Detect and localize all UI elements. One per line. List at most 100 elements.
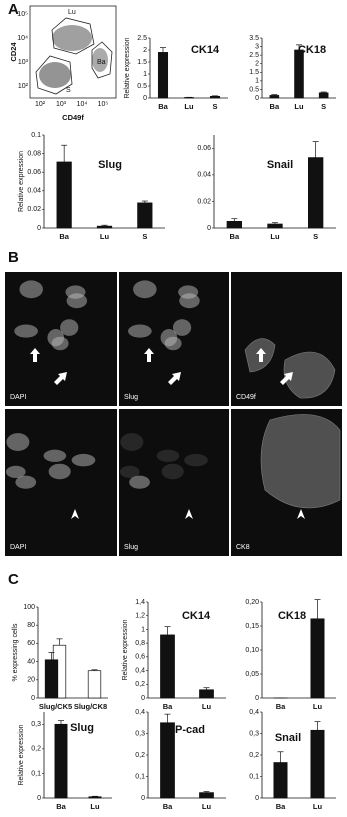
y-tick-label: 0: [37, 225, 41, 232]
y-tick-label: 0,3: [135, 730, 145, 737]
chart-title: Slug: [98, 159, 122, 171]
nucleus: [15, 475, 37, 489]
chart-title: CK18: [278, 610, 306, 622]
stain: [283, 351, 336, 399]
bar: [199, 689, 214, 699]
error-bar: [272, 222, 278, 225]
flow-y-tick: 10²: [18, 83, 29, 90]
error-bar: [48, 652, 55, 660]
error-bar: [101, 224, 108, 227]
flow-y-tick: 10³: [18, 59, 29, 66]
nucleus: [172, 319, 192, 336]
arrow: [256, 348, 266, 362]
y-tick-label: 0,6: [135, 654, 145, 661]
y-tick-label: 0,05: [245, 671, 259, 678]
panel-label: C: [8, 571, 19, 588]
x-tick-label: S: [313, 232, 318, 241]
error-bar: [271, 94, 278, 96]
flow-xlabel: CD49f: [62, 113, 84, 122]
gate-label: Lu: [68, 9, 76, 16]
bar: [269, 95, 280, 99]
nucleus: [48, 463, 71, 480]
x-tick-label: Lu: [202, 702, 212, 711]
bar: [96, 225, 113, 229]
x-tick-label: S: [321, 102, 326, 111]
y-axis-label: Relative expression: [18, 151, 25, 212]
flow-x-tick: 10⁴: [77, 101, 88, 108]
micrograph-label: Slug: [124, 394, 138, 401]
arrow: [168, 372, 181, 385]
error-bar: [314, 599, 321, 619]
nucleus: [161, 463, 184, 480]
x-tick-label: Lu: [90, 802, 100, 811]
y-tick-label: 0: [37, 795, 41, 802]
bar: [88, 796, 102, 799]
bar: [273, 762, 288, 799]
flow-y-tick: 10⁵: [17, 11, 28, 18]
gate-label: Ba: [97, 59, 106, 66]
y-tick-label: 0,4: [135, 709, 145, 716]
x-tick-label: Ba: [276, 802, 286, 811]
y-tick-label: 0,2: [249, 752, 259, 759]
bar: [87, 670, 102, 699]
y-tick-label: 0.5: [137, 83, 147, 90]
x-tick-label: S: [212, 102, 217, 111]
y-tick-label: 0: [207, 225, 211, 232]
y-axis-label: Relative expression: [124, 37, 131, 98]
panel-label: B: [8, 249, 19, 266]
arrow: [54, 372, 67, 385]
bar: [199, 792, 214, 799]
x-tick-label: Lu: [313, 802, 323, 811]
error-bar: [160, 47, 166, 53]
nucleus: [60, 319, 79, 336]
y-tick-label: 0,8: [135, 640, 145, 647]
y-tick-label: 0: [255, 795, 259, 802]
x-tick-label: Lu: [100, 232, 110, 241]
flow-x-tick: 10⁵: [98, 101, 109, 108]
nucleus: [6, 433, 30, 451]
bar: [160, 722, 175, 799]
y-tick-label: 3: [255, 43, 259, 50]
gate-label: S: [66, 87, 71, 94]
y-tick-label: 2: [255, 61, 259, 68]
x-tick-label: Lu: [270, 232, 280, 241]
bar: [307, 157, 324, 229]
chart-title: P-cad: [175, 724, 205, 736]
arrow: [280, 372, 293, 385]
flow-cluster: [92, 48, 108, 72]
x-tick-label: Slug/CK8: [74, 702, 107, 711]
error-bar: [56, 638, 63, 646]
nucleus: [71, 453, 96, 467]
y-tick-label: 0.02: [197, 198, 211, 205]
micrograph-label: DAPI: [10, 394, 26, 401]
y-tick-label: 3.5: [249, 35, 259, 42]
x-tick-label: Lu: [202, 802, 212, 811]
gate: [91, 41, 113, 79]
error-bar: [277, 751, 284, 763]
bar: [310, 618, 325, 699]
error-bar: [164, 713, 171, 723]
error-bar: [91, 669, 98, 671]
y-tick-label: 0: [31, 695, 35, 702]
y-tick-label: 0,3: [249, 730, 259, 737]
stain: [260, 414, 341, 509]
error-bar: [231, 218, 238, 222]
y-tick-label: 0: [255, 95, 259, 102]
nucleus: [160, 329, 178, 347]
chart-title: Snail: [275, 732, 301, 744]
y-tick-label: 0: [143, 95, 147, 102]
y-axis-label: % expressing cells: [12, 623, 19, 681]
nucleus: [43, 449, 67, 462]
bar: [56, 161, 72, 229]
chart-title: CK14: [191, 44, 220, 56]
x-tick-label: Ba: [56, 802, 66, 811]
x-tick-label: Lu: [184, 102, 194, 111]
error-bar: [296, 44, 302, 50]
nucleus: [184, 453, 208, 467]
y-tick-label: 0: [255, 695, 259, 702]
error-bar: [203, 791, 210, 793]
flow-cluster: [39, 62, 71, 88]
nucleus: [47, 329, 65, 347]
nucleus: [14, 324, 38, 338]
y-tick-label: 0,10: [245, 647, 259, 654]
